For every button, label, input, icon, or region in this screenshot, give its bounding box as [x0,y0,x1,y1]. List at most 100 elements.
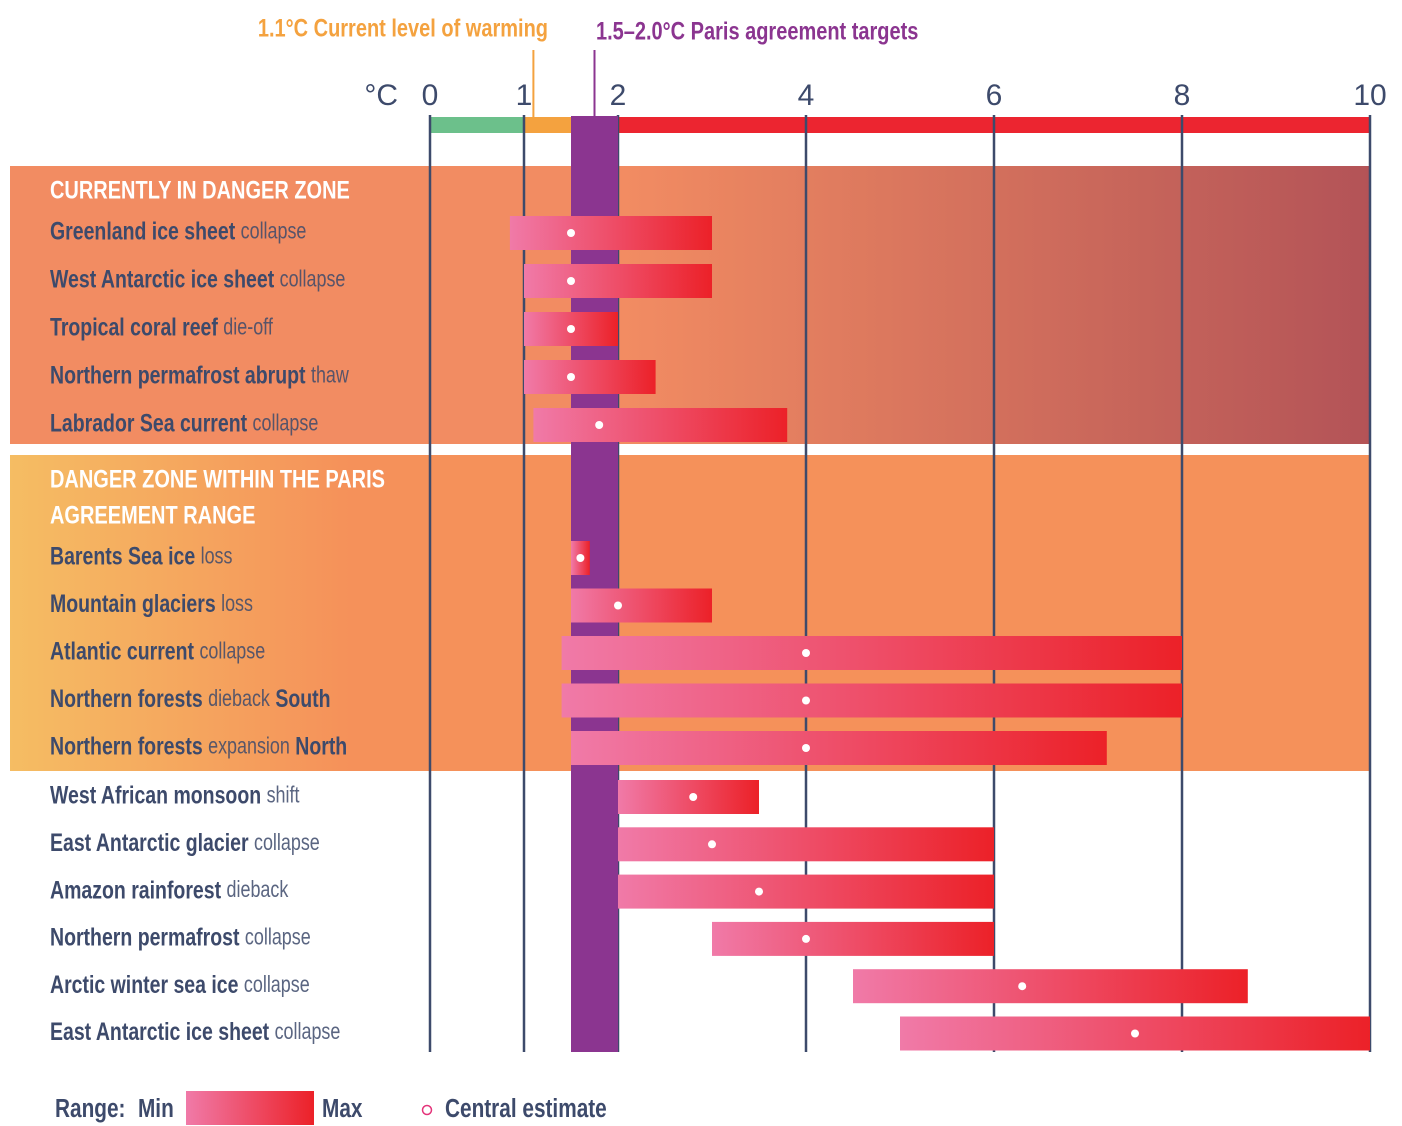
row-label: East Antarctic glacier collapse [50,829,320,857]
item-detail: expansion [208,734,290,760]
x-tick-label: 8 [1174,79,1191,112]
row-label: West Antarctic ice sheet collapse [50,265,345,293]
scale-band [524,117,571,133]
item-name: West African monsoon [50,781,261,809]
item-name: Atlantic current [50,637,194,665]
central-estimate [595,421,604,429]
row-label: West African monsoon shift [50,781,300,809]
item-name: Northern permafrost [50,923,240,951]
range-bar [571,731,1107,765]
central-estimate [755,887,763,896]
central-estimate [567,373,575,381]
central-estimate [1018,982,1027,991]
item-name: Arctic winter sea ice [50,971,238,999]
item-name: East Antarctic glacier [50,829,249,857]
item-name: Greenland ice sheet [50,217,236,245]
x-tick-label: 0 [422,79,439,112]
range-bar [533,408,788,442]
row-label: Mountain glaciers loss [50,590,253,618]
legend-min: Min [138,1094,174,1123]
range-bar [561,683,1182,718]
item-detail: collapse [253,411,319,437]
central-estimate [802,696,810,705]
item-name: West Antarctic ice sheet [50,265,275,293]
row-label: Northern forests expansion North [50,732,347,760]
row-label: Northern permafrost collapse [50,923,311,951]
legend-central: Central estimate [445,1094,607,1123]
range-bar [561,636,1182,670]
item-name: Northern forests [50,685,203,713]
paris-band [571,117,618,1052]
x-tick-label: 1 [516,79,533,112]
range-bar [509,216,712,250]
legend-label: Range: [55,1094,125,1123]
paris-annotation: 1.5–2.0°C Paris agreement targets [596,18,918,46]
item-suffix: South [275,685,330,713]
x-tick-label: 10 [1353,79,1386,112]
range-bar [571,588,712,623]
central-estimate [802,934,810,943]
legend-swatch [186,1091,314,1125]
central-estimate [802,649,810,657]
row-label: Greenland ice sheet collapse [50,217,306,245]
item-detail: collapse [245,925,311,951]
range-bar [524,360,656,394]
central-estimate [576,554,585,562]
axis-unit: °C [364,79,398,112]
range-bar [853,969,1248,1004]
item-name: Amazon rainforest [50,876,222,904]
item-name: East Antarctic ice sheet [50,1018,270,1046]
central-estimate [567,277,575,285]
group-title: CURRENTLY IN DANGER ZONE [50,177,350,205]
row-label: Amazon rainforest dieback [50,876,289,904]
item-name: Northern forests [50,732,203,760]
row-label: Northern forests dieback South [50,685,331,713]
group-title: DANGER ZONE WITHIN THE PARIS [50,466,385,494]
range-bar [618,827,994,862]
item-detail: dieback [227,878,289,904]
group-title: AGREEMENT RANGE [50,502,255,530]
scale-band [430,117,524,133]
current-annotation: 1.1°C Current level of warming [258,15,548,43]
central-estimate [614,601,622,610]
item-detail: collapse [199,639,265,665]
range-bar [618,874,994,909]
range-bar [524,264,712,298]
group-panel [10,166,1370,444]
item-name: Northern permafrost abrupt [50,361,306,389]
item-name: Mountain glaciers [50,590,216,618]
item-detail: loss [221,592,253,618]
item-detail: collapse [280,267,346,293]
central-estimate [802,744,810,752]
row-label: Tropical coral reef die-off [50,313,273,341]
central-estimate [567,229,575,237]
row-label: Atlantic current collapse [50,637,265,665]
item-detail: loss [201,544,233,570]
central-estimate [1131,1029,1139,1038]
central-estimate [567,325,575,333]
item-detail: collapse [241,219,307,245]
row-label: Northern permafrost abrupt thaw [50,361,349,389]
range-bar [618,780,759,814]
x-tick-label: 2 [610,79,627,112]
row-label: Labrador Sea current collapse [50,409,318,437]
item-name: Labrador Sea current [50,409,248,437]
x-tick-label: 6 [986,79,1003,112]
range-bar [712,921,994,956]
x-tick-label: 4 [798,79,815,112]
item-detail: die-off [223,315,273,341]
central-estimate [708,840,716,849]
item-detail: collapse [244,972,310,998]
legend-max: Max [322,1094,362,1123]
row-label: Arctic winter sea ice collapse [50,971,310,999]
row-label: Barents Sea ice loss [50,542,232,570]
item-detail: thaw [311,363,349,389]
central-estimate [689,793,698,801]
item-detail: dieback [208,687,270,713]
item-suffix: North [295,732,347,760]
item-detail: shift [267,783,300,809]
item-name: Barents Sea ice [50,542,195,570]
legend-dot [421,1104,433,1116]
